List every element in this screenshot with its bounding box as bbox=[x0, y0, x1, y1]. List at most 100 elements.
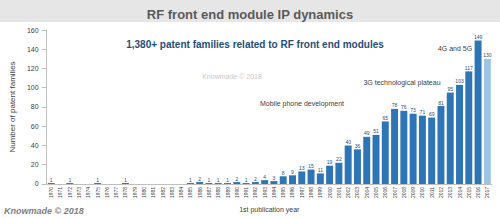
svg-text:1: 1 bbox=[68, 177, 71, 183]
svg-text:1988: 1988 bbox=[215, 187, 221, 198]
svg-text:8: 8 bbox=[282, 170, 285, 176]
svg-text:2014: 2014 bbox=[457, 187, 463, 198]
svg-text:11: 11 bbox=[318, 167, 323, 173]
svg-text:1971: 1971 bbox=[57, 187, 63, 198]
svg-text:13: 13 bbox=[299, 165, 305, 171]
svg-text:49: 49 bbox=[364, 130, 370, 136]
svg-text:73: 73 bbox=[410, 107, 416, 113]
svg-text:36: 36 bbox=[355, 143, 361, 149]
svg-text:20: 20 bbox=[31, 161, 39, 168]
svg-text:2015: 2015 bbox=[466, 187, 472, 198]
svg-text:81: 81 bbox=[438, 100, 444, 106]
svg-text:1: 1 bbox=[208, 177, 211, 183]
svg-text:95: 95 bbox=[447, 86, 453, 92]
svg-text:4: 4 bbox=[263, 174, 266, 180]
svg-text:2004: 2004 bbox=[364, 187, 370, 198]
svg-text:2007: 2007 bbox=[392, 187, 398, 198]
svg-text:3G technological plateau: 3G technological plateau bbox=[363, 79, 440, 87]
svg-text:2005: 2005 bbox=[373, 187, 379, 198]
svg-text:2001: 2001 bbox=[336, 187, 342, 198]
svg-text:1998: 1998 bbox=[308, 187, 314, 198]
svg-text:80: 80 bbox=[31, 103, 39, 110]
svg-text:51: 51 bbox=[373, 128, 379, 134]
svg-text:1st publication year: 1st publication year bbox=[239, 206, 300, 214]
svg-text:78: 78 bbox=[392, 102, 398, 108]
svg-text:103: 103 bbox=[455, 78, 464, 84]
svg-text:1996: 1996 bbox=[289, 187, 295, 198]
svg-text:1985: 1985 bbox=[187, 187, 193, 198]
svg-text:9: 9 bbox=[291, 169, 294, 175]
svg-text:1977: 1977 bbox=[113, 187, 119, 198]
svg-text:76: 76 bbox=[401, 104, 407, 110]
svg-text:1: 1 bbox=[124, 177, 127, 183]
svg-text:1: 1 bbox=[50, 177, 53, 183]
svg-text:1989: 1989 bbox=[225, 187, 231, 198]
svg-text:1995: 1995 bbox=[280, 187, 286, 198]
svg-text:2003: 2003 bbox=[354, 187, 360, 198]
svg-text:140: 140 bbox=[27, 46, 39, 53]
svg-text:2011: 2011 bbox=[429, 187, 435, 198]
svg-text:2009: 2009 bbox=[410, 187, 416, 198]
svg-text:2: 2 bbox=[235, 176, 238, 182]
svg-text:117: 117 bbox=[465, 65, 473, 71]
svg-text:1970: 1970 bbox=[48, 187, 54, 198]
svg-text:1976: 1976 bbox=[104, 187, 110, 198]
svg-text:1987: 1987 bbox=[206, 187, 212, 198]
svg-text:1994: 1994 bbox=[271, 187, 277, 198]
svg-text:22: 22 bbox=[336, 156, 342, 162]
svg-text:1993: 1993 bbox=[262, 187, 268, 198]
svg-text:1992: 1992 bbox=[252, 187, 258, 198]
svg-text:65: 65 bbox=[383, 115, 389, 121]
svg-text:2000: 2000 bbox=[327, 187, 333, 198]
svg-text:40: 40 bbox=[345, 139, 351, 145]
svg-text:160: 160 bbox=[27, 27, 39, 34]
svg-text:19: 19 bbox=[327, 159, 333, 165]
svg-text:1983: 1983 bbox=[169, 187, 175, 198]
svg-text:120: 120 bbox=[27, 65, 39, 72]
svg-text:0: 0 bbox=[35, 180, 39, 187]
svg-text:149: 149 bbox=[474, 34, 483, 40]
svg-text:4G and 5G: 4G and 5G bbox=[438, 45, 472, 52]
svg-text:2006: 2006 bbox=[382, 187, 388, 198]
svg-text:2016: 2016 bbox=[475, 187, 481, 198]
svg-text:Number of patent families: Number of patent families bbox=[8, 61, 17, 152]
svg-text:1: 1 bbox=[226, 177, 229, 183]
svg-text:2017: 2017 bbox=[484, 187, 490, 198]
svg-text:1991: 1991 bbox=[243, 187, 249, 198]
svg-text:15: 15 bbox=[308, 163, 314, 169]
svg-text:2013: 2013 bbox=[447, 187, 453, 198]
svg-text:1999: 1999 bbox=[317, 187, 323, 198]
svg-text:100: 100 bbox=[27, 84, 39, 91]
svg-text:1980: 1980 bbox=[141, 187, 147, 198]
svg-text:1: 1 bbox=[189, 177, 192, 183]
svg-text:1972: 1972 bbox=[67, 187, 73, 198]
svg-text:Mobile phone development: Mobile phone development bbox=[260, 100, 344, 108]
svg-text:1984: 1984 bbox=[178, 187, 184, 198]
svg-text:1: 1 bbox=[96, 177, 99, 183]
svg-text:1974: 1974 bbox=[85, 187, 91, 198]
svg-text:1997: 1997 bbox=[299, 187, 305, 198]
svg-text:2008: 2008 bbox=[401, 187, 407, 198]
svg-text:Knowmade © 2018: Knowmade © 2018 bbox=[4, 206, 84, 216]
svg-text:60: 60 bbox=[31, 123, 39, 130]
svg-text:Knowmade © 2018: Knowmade © 2018 bbox=[202, 73, 262, 80]
svg-text:2: 2 bbox=[198, 176, 201, 182]
svg-text:1982: 1982 bbox=[160, 187, 166, 198]
svg-text:2010: 2010 bbox=[419, 187, 425, 198]
svg-text:1978: 1978 bbox=[122, 187, 128, 198]
svg-text:1: 1 bbox=[217, 177, 220, 183]
svg-text:3: 3 bbox=[273, 175, 276, 181]
svg-text:1973: 1973 bbox=[76, 187, 82, 198]
svg-text:2002: 2002 bbox=[345, 187, 351, 198]
svg-text:71: 71 bbox=[420, 109, 426, 115]
svg-text:130: 130 bbox=[483, 52, 492, 58]
svg-text:1975: 1975 bbox=[95, 187, 101, 198]
svg-text:1990: 1990 bbox=[234, 187, 240, 198]
svg-text:1: 1 bbox=[245, 177, 248, 183]
svg-text:RF front end module IP dynamic: RF front end module IP dynamics bbox=[147, 7, 353, 22]
svg-text:2012: 2012 bbox=[438, 187, 444, 198]
svg-text:40: 40 bbox=[31, 142, 39, 149]
svg-text:69: 69 bbox=[429, 111, 435, 117]
svg-text:1986: 1986 bbox=[197, 187, 203, 198]
svg-text:1,380+ patent families related: 1,380+ patent families related to RF fro… bbox=[126, 39, 384, 50]
